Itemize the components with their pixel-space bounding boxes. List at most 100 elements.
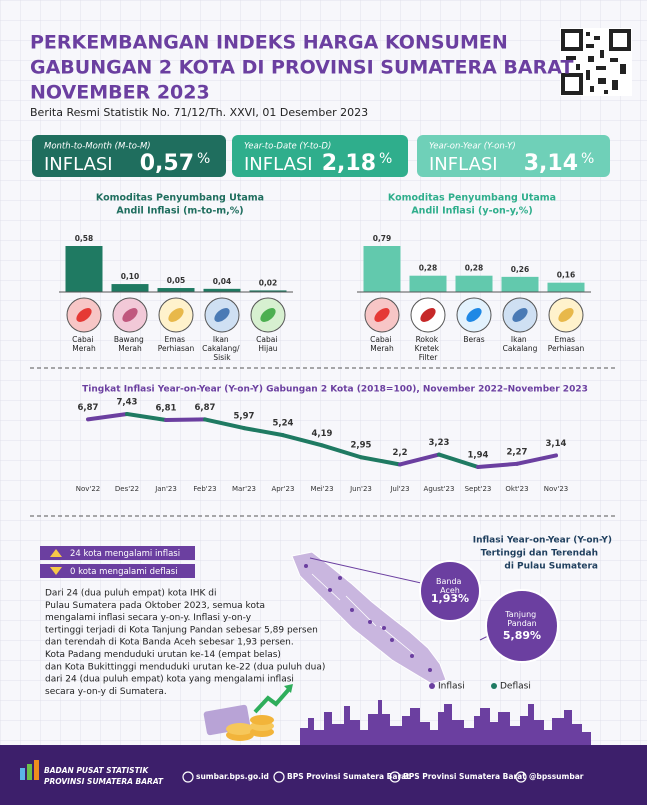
value-label: 0,04	[213, 277, 232, 286]
commodity-icon-shape	[466, 308, 482, 322]
line-segment	[437, 452, 480, 469]
bps-logo	[20, 760, 39, 780]
title-line: NOVEMBER 2023	[30, 82, 210, 104]
kpi-value: 3,14	[524, 151, 578, 176]
legend-pill-text: 24 kota mengalami inflasi	[70, 549, 180, 559]
commodity-icon-shape	[558, 308, 574, 322]
value-label: 6,81	[156, 403, 177, 413]
value-label: 0,28	[419, 264, 438, 273]
legend-triangle	[50, 549, 62, 557]
subtitle: Berita Resmi Statistik No. 71/12/Th. XXV…	[30, 106, 368, 119]
kpi-label: INFLASI	[429, 154, 498, 175]
value-label: 3,23	[429, 438, 450, 448]
value-label: 2,2	[392, 448, 407, 458]
category-label: Ikan Cakalang	[503, 335, 538, 353]
commodity-icon-shape	[420, 308, 436, 322]
bar	[409, 275, 447, 292]
commodity-icon-shape	[512, 308, 528, 322]
callout-leader	[309, 557, 431, 586]
x-tick-label: Okt'23	[505, 485, 528, 493]
legend-triangle	[50, 567, 62, 575]
paragraph-line: dan terendah di Kota Banda Aceh sebesar …	[45, 638, 294, 648]
value-label: 0,10	[121, 272, 140, 281]
qr-code	[560, 28, 632, 96]
value-label: 0,16	[557, 271, 576, 280]
category-label: Ikan Cakalang/ Sisik	[202, 335, 242, 362]
line-segment	[164, 417, 207, 422]
x-tick-label: Sept'23	[465, 485, 492, 493]
line-segment	[86, 412, 129, 422]
paragraph-line: Pulau Sumatera pada Oktober 2023, semua …	[45, 601, 265, 611]
line-segment	[320, 443, 363, 460]
paragraph-line: dari 24 (dua puluh empat) kota yang meng…	[45, 675, 294, 685]
chart-subtitle: Andil Inflasi (m-to-m,%)	[116, 206, 243, 217]
x-tick-label: Apr'23	[272, 485, 295, 493]
callout-circle	[485, 589, 559, 663]
value-label: 3,14	[546, 439, 567, 449]
bar	[65, 246, 103, 292]
x-tick-label: Jan'23	[154, 485, 177, 493]
chart-subtitle: Andil Inflasi (y-on-y,%)	[411, 206, 532, 217]
line-segment	[398, 452, 441, 467]
kpi-period: Year-to-Date (Y-to-D)	[244, 142, 331, 152]
value-label: 0,58	[75, 234, 94, 243]
footer-org: PROVINSI SUMATERA BARAT	[44, 777, 164, 786]
bar	[249, 290, 287, 292]
footer-org: BADAN PUSAT STATISTIK	[44, 766, 149, 775]
x-tick-label: Des'22	[115, 485, 139, 493]
x-tick-label: Nov'22	[76, 485, 101, 493]
title-line: PERKEMBANGAN INDEKS HARGA KONSUMEN	[30, 32, 508, 54]
value-label: 6,87	[195, 403, 216, 413]
paragraph-line: Kota Padang menduduki urutan ke-14 (empa…	[45, 650, 281, 660]
paragraph-line: Dari 24 (dua puluh empat) kota IHK di	[45, 589, 216, 599]
bar	[157, 288, 195, 292]
footer-icon	[273, 771, 285, 783]
kpi-box	[417, 135, 610, 177]
callout-value: 5,89%	[503, 629, 541, 642]
category-label: Cabai Hijau	[256, 335, 280, 353]
skyline	[300, 700, 591, 745]
map-title-line: Tertinggi dan Terendah	[481, 549, 598, 559]
title-line: GABUNGAN 2 KOTA DI PROVINSI SUMATERA BAR…	[30, 57, 573, 79]
legend-pill	[40, 564, 195, 578]
map-title-line: Inflasi Year-on-Year (Y-on-Y)	[473, 536, 612, 546]
value-label: 1,94	[468, 451, 489, 461]
sumatra-map	[291, 551, 447, 685]
map-title-line: di Pulau Sumatera	[504, 562, 598, 572]
footer-link: BPS Provinsi Sumatera Barat	[287, 772, 410, 781]
category-label: Rokok Kretek Filter	[415, 335, 442, 362]
commodity-icon-shape	[214, 308, 230, 322]
category-label: Cabai Merah	[72, 335, 96, 353]
x-tick-label: Mar'23	[232, 485, 256, 493]
kpi-label: INFLASI	[44, 154, 113, 175]
kpi-value: 2,18	[322, 151, 376, 176]
callout-city: Banda Aceh	[436, 577, 464, 595]
map-legend-label: Inflasi	[438, 682, 465, 692]
x-tick-label: Jul'23	[389, 485, 409, 493]
kpi-box	[32, 135, 226, 177]
value-label: 5,97	[234, 412, 255, 422]
legend-pill	[40, 546, 195, 560]
kpi-label: INFLASI	[244, 154, 313, 175]
kpi-unit: %	[379, 151, 392, 167]
kpi-box	[232, 135, 408, 177]
line-segment	[203, 417, 246, 431]
map-legend-label: Deflasi	[500, 682, 531, 692]
x-tick-label: Jun'23	[349, 485, 372, 493]
category-label: Emas Perhiasan	[548, 335, 585, 353]
footer-link: BPS Provinsi Sumatera Barat	[403, 772, 526, 781]
map-dots	[304, 564, 432, 672]
callout-circle	[419, 560, 481, 622]
x-tick-label: Mei'23	[310, 485, 333, 493]
paragraph-line: dan Kota Bukittinggi menduduki urutan ke…	[45, 662, 325, 672]
callout-value: 1,93%	[431, 592, 469, 605]
value-label: 4,19	[312, 429, 333, 439]
chart-title: Tingkat Inflasi Year-on-Year (Y-on-Y) Ga…	[82, 385, 588, 395]
kpi-period: Month-to-Month (M-to-M)	[44, 142, 151, 152]
line-segment	[281, 433, 324, 448]
kpi-period: Year-on-Year (Y-on-Y)	[429, 142, 516, 152]
commodity-icon-shape	[168, 308, 184, 322]
callout-city: Tanjung Pandan	[504, 610, 539, 628]
